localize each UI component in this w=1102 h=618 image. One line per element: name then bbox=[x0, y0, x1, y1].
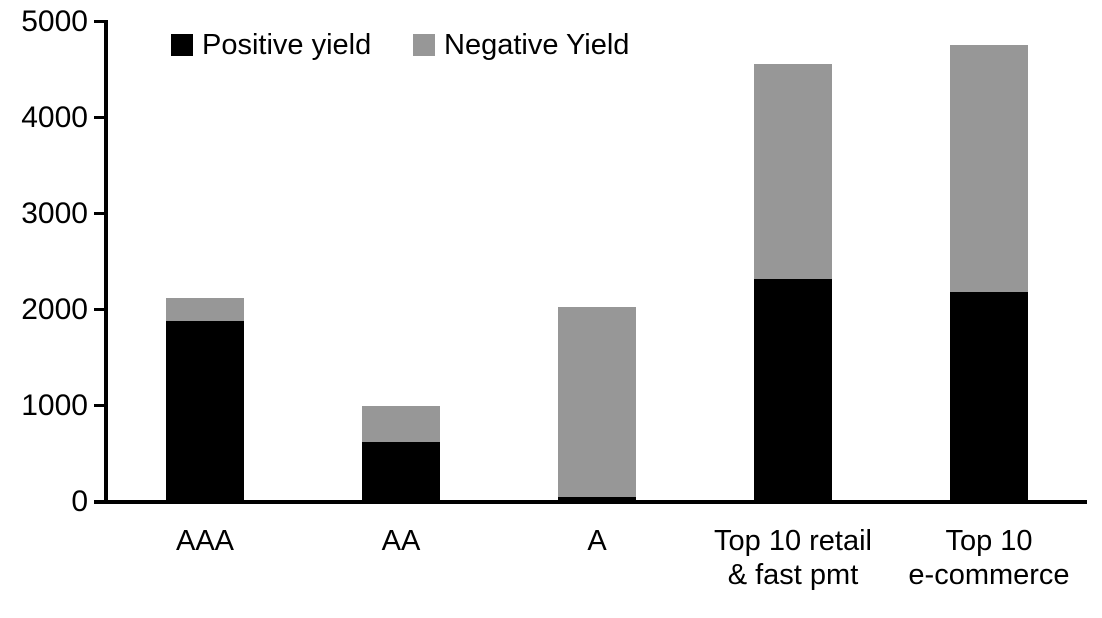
bar-positive-yield-top-10-e-commerce bbox=[950, 291, 1028, 502]
y-tick-label-5000: 5000 bbox=[21, 5, 88, 38]
bar-positive-yield-a bbox=[558, 497, 636, 502]
y-axis-line bbox=[104, 20, 108, 504]
y-tick-mark-3000 bbox=[94, 212, 107, 215]
y-tick-label-3000: 3000 bbox=[21, 197, 88, 230]
legend-item-positive-yield: Positive yield bbox=[171, 26, 371, 64]
y-tick-mark-4000 bbox=[94, 116, 107, 119]
bar-negative-yield-top-10-e-commerce bbox=[950, 45, 1028, 292]
y-tick-label-2000: 2000 bbox=[21, 293, 88, 326]
y-tick-label-4000: 4000 bbox=[21, 101, 88, 134]
legend-label-negative-yield: Negative Yield bbox=[444, 28, 630, 61]
positive-yield-swatch-icon bbox=[171, 34, 193, 56]
bar-negative-yield-aa bbox=[362, 406, 440, 443]
bar-positive-yield-top-10-retail-fast-pmt bbox=[754, 278, 832, 502]
negative-yield-swatch-icon bbox=[413, 34, 435, 56]
x-axis-label-aaa: AAA bbox=[175, 525, 235, 557]
y-tick-mark-5000 bbox=[94, 20, 107, 23]
x-axis-label-a: A bbox=[587, 525, 607, 557]
y-tick-mark-2000 bbox=[94, 308, 107, 311]
x-axis-label-aa: AA bbox=[381, 525, 421, 557]
y-tick-mark-1000 bbox=[94, 404, 107, 407]
bar-negative-yield-aaa bbox=[166, 298, 244, 321]
y-tick-mark-0 bbox=[94, 500, 107, 503]
x-axis-label-top-10-e-commerce: Top 10 e-commerce bbox=[908, 525, 1070, 591]
bar-negative-yield-a bbox=[558, 307, 636, 498]
bar-negative-yield-top-10-retail-fast-pmt bbox=[754, 64, 832, 279]
bar-positive-yield-aaa bbox=[166, 320, 244, 502]
x-axis-line bbox=[94, 500, 1087, 504]
y-tick-label-1000: 1000 bbox=[21, 389, 88, 422]
bar-positive-yield-aa bbox=[362, 442, 440, 502]
legend-item-negative-yield: Negative Yield bbox=[413, 26, 629, 64]
y-tick-label-0: 0 bbox=[71, 485, 88, 518]
x-axis-label-top-10-retail-fast-pmt: Top 10 retail & fast pmt bbox=[714, 525, 872, 591]
legend-label-positive-yield: Positive yield bbox=[202, 28, 372, 61]
